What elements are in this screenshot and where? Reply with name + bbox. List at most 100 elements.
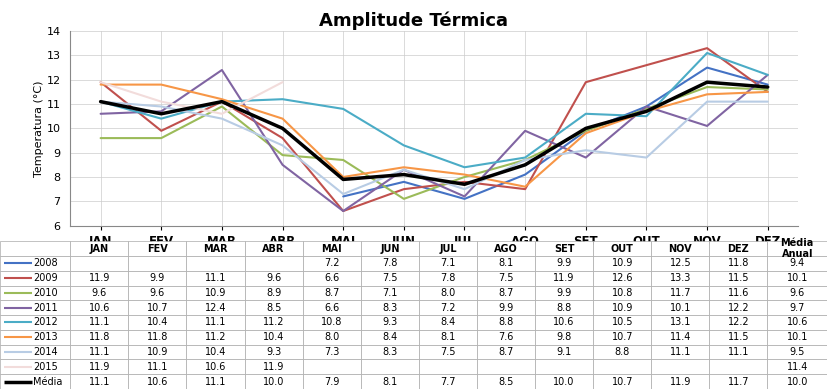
- FancyBboxPatch shape: [477, 241, 535, 256]
- FancyBboxPatch shape: [593, 256, 652, 271]
- Text: 9.6: 9.6: [92, 288, 107, 298]
- FancyBboxPatch shape: [128, 300, 187, 315]
- FancyBboxPatch shape: [419, 374, 477, 389]
- FancyBboxPatch shape: [303, 271, 361, 286]
- Text: 11.9: 11.9: [553, 273, 575, 283]
- FancyBboxPatch shape: [245, 359, 303, 374]
- FancyBboxPatch shape: [128, 315, 187, 330]
- FancyBboxPatch shape: [361, 286, 419, 300]
- FancyBboxPatch shape: [70, 345, 128, 359]
- Text: 8.1: 8.1: [382, 377, 398, 387]
- FancyBboxPatch shape: [303, 256, 361, 271]
- Text: 11.5: 11.5: [728, 332, 749, 342]
- FancyBboxPatch shape: [361, 300, 419, 315]
- Text: 9.3: 9.3: [266, 347, 281, 357]
- FancyBboxPatch shape: [652, 271, 710, 286]
- FancyBboxPatch shape: [361, 241, 419, 256]
- FancyBboxPatch shape: [128, 374, 187, 389]
- Text: 11.9: 11.9: [88, 362, 110, 372]
- Text: 11.8: 11.8: [88, 332, 110, 342]
- Text: 8.5: 8.5: [499, 377, 514, 387]
- FancyBboxPatch shape: [419, 330, 477, 345]
- FancyBboxPatch shape: [245, 286, 303, 300]
- FancyBboxPatch shape: [361, 345, 419, 359]
- Text: 10.6: 10.6: [553, 317, 575, 328]
- FancyBboxPatch shape: [245, 241, 303, 256]
- Text: 7.9: 7.9: [324, 377, 339, 387]
- Text: 7.8: 7.8: [382, 258, 398, 268]
- Text: 8.8: 8.8: [499, 317, 514, 328]
- FancyBboxPatch shape: [70, 359, 128, 374]
- FancyBboxPatch shape: [477, 345, 535, 359]
- Text: 11.7: 11.7: [670, 288, 691, 298]
- FancyBboxPatch shape: [652, 330, 710, 345]
- FancyBboxPatch shape: [767, 256, 827, 271]
- FancyBboxPatch shape: [419, 345, 477, 359]
- Text: 10.6: 10.6: [88, 303, 110, 313]
- FancyBboxPatch shape: [0, 300, 70, 315]
- Text: 11.2: 11.2: [205, 332, 227, 342]
- Text: 9.1: 9.1: [557, 347, 571, 357]
- FancyBboxPatch shape: [187, 271, 245, 286]
- Text: 12.6: 12.6: [611, 273, 633, 283]
- Text: 7.2: 7.2: [440, 303, 456, 313]
- Text: NOV: NOV: [668, 244, 692, 254]
- FancyBboxPatch shape: [128, 241, 187, 256]
- Text: 11.8: 11.8: [146, 332, 168, 342]
- FancyBboxPatch shape: [361, 374, 419, 389]
- Text: 2010: 2010: [33, 288, 58, 298]
- FancyBboxPatch shape: [593, 345, 652, 359]
- Text: 2008: 2008: [33, 258, 58, 268]
- FancyBboxPatch shape: [245, 374, 303, 389]
- Y-axis label: Temperatura (°C): Temperatura (°C): [34, 80, 44, 177]
- FancyBboxPatch shape: [419, 256, 477, 271]
- Text: 10.7: 10.7: [611, 332, 633, 342]
- FancyBboxPatch shape: [535, 330, 593, 345]
- Text: 8.4: 8.4: [440, 317, 456, 328]
- Text: 8.3: 8.3: [382, 347, 398, 357]
- Text: 10.0: 10.0: [786, 377, 808, 387]
- Text: 11.7: 11.7: [728, 377, 749, 387]
- FancyBboxPatch shape: [70, 241, 128, 256]
- Text: 6.6: 6.6: [324, 273, 339, 283]
- Text: 10.9: 10.9: [611, 258, 633, 268]
- Text: 8.0: 8.0: [440, 288, 456, 298]
- Text: 12.4: 12.4: [205, 303, 227, 313]
- FancyBboxPatch shape: [128, 271, 187, 286]
- FancyBboxPatch shape: [128, 359, 187, 374]
- FancyBboxPatch shape: [0, 271, 70, 286]
- FancyBboxPatch shape: [652, 315, 710, 330]
- Text: MAI: MAI: [322, 244, 342, 254]
- FancyBboxPatch shape: [419, 300, 477, 315]
- Text: 6.6: 6.6: [324, 303, 339, 313]
- FancyBboxPatch shape: [710, 359, 767, 374]
- Text: 11.1: 11.1: [88, 377, 110, 387]
- Text: 11.8: 11.8: [728, 258, 749, 268]
- Text: 12.2: 12.2: [728, 303, 749, 313]
- FancyBboxPatch shape: [187, 241, 245, 256]
- Text: 11.1: 11.1: [88, 347, 110, 357]
- FancyBboxPatch shape: [593, 330, 652, 345]
- FancyBboxPatch shape: [477, 359, 535, 374]
- Text: 10.9: 10.9: [611, 303, 633, 313]
- Text: 11.1: 11.1: [205, 377, 227, 387]
- FancyBboxPatch shape: [0, 256, 70, 271]
- FancyBboxPatch shape: [128, 345, 187, 359]
- FancyBboxPatch shape: [419, 271, 477, 286]
- Text: 10.9: 10.9: [146, 347, 168, 357]
- Text: 8.3: 8.3: [382, 303, 398, 313]
- Text: JUN: JUN: [380, 244, 399, 254]
- FancyBboxPatch shape: [0, 345, 70, 359]
- FancyBboxPatch shape: [245, 315, 303, 330]
- FancyBboxPatch shape: [361, 359, 419, 374]
- FancyBboxPatch shape: [419, 359, 477, 374]
- Text: 11.6: 11.6: [728, 288, 749, 298]
- FancyBboxPatch shape: [0, 359, 70, 374]
- FancyBboxPatch shape: [535, 256, 593, 271]
- FancyBboxPatch shape: [128, 256, 187, 271]
- FancyBboxPatch shape: [187, 256, 245, 271]
- FancyBboxPatch shape: [70, 286, 128, 300]
- FancyBboxPatch shape: [70, 330, 128, 345]
- Text: 7.1: 7.1: [382, 288, 398, 298]
- FancyBboxPatch shape: [303, 374, 361, 389]
